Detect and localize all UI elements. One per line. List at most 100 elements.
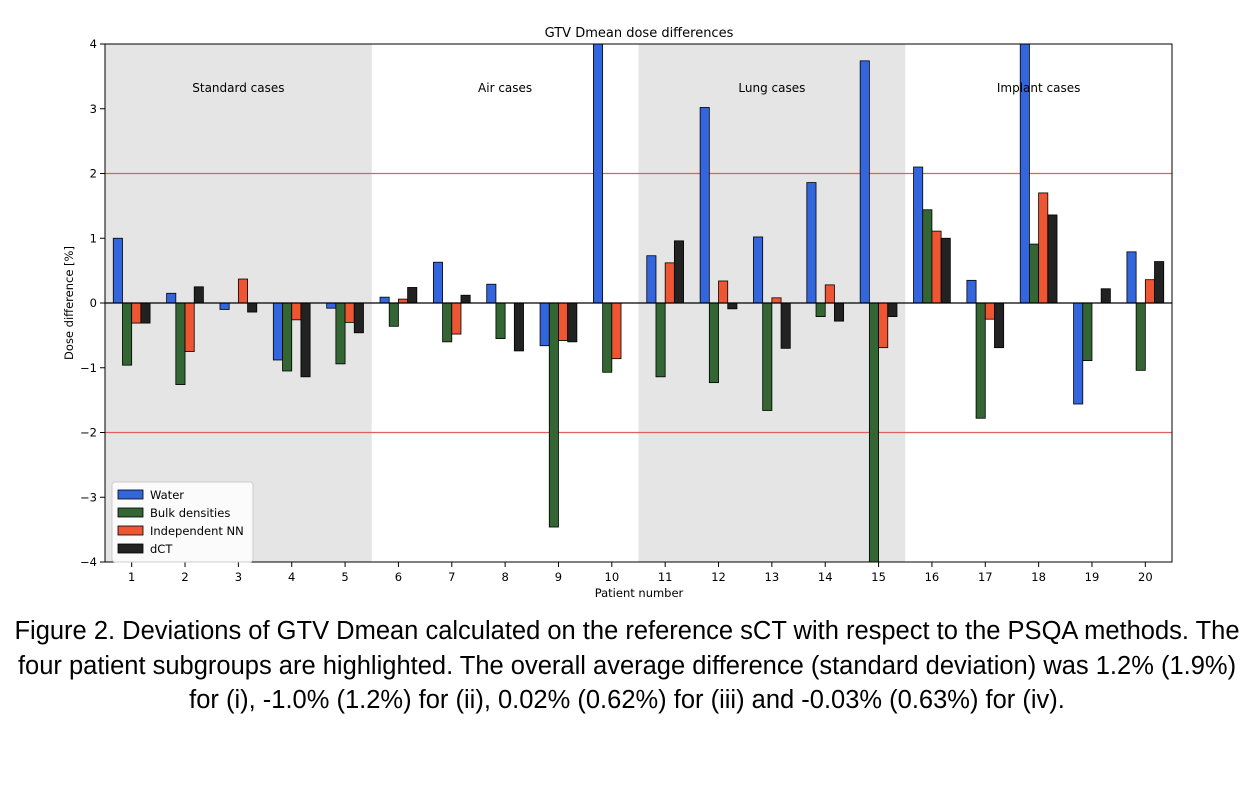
bar-independent-nn-patient-11 — [664, 262, 675, 304]
group-label-3: Lung cases — [738, 81, 805, 95]
x-tick-label: 19 — [1085, 570, 1100, 584]
bars — [112, 43, 1165, 563]
bar-water-patient-3 — [219, 302, 230, 310]
x-tick-label: 11 — [658, 570, 673, 584]
bar-water-patient-8 — [486, 283, 497, 304]
x-tick-label: 8 — [501, 570, 508, 584]
x-tick-label: 10 — [605, 570, 620, 584]
bar-bulk-densities-patient-18 — [1029, 243, 1040, 304]
x-tick-label: 15 — [871, 570, 886, 584]
legend-label-independent-nn: Independent NN — [150, 524, 244, 538]
bar-independent-nn-patient-13 — [771, 297, 782, 304]
x-tick-label: 5 — [341, 570, 348, 584]
y-axis: −4 −3 −2 −1 0 1 2 3 4 — [80, 37, 105, 569]
bar-dct-patient-2 — [193, 286, 204, 304]
bar-dct-patient-1 — [140, 302, 151, 324]
bar-water-patient-17 — [966, 279, 977, 304]
threshold-lines — [105, 172, 1172, 434]
bar-dct-patient-7 — [460, 294, 471, 304]
bar-bulk-densities-patient-2 — [175, 302, 186, 385]
bar-water-patient-10 — [593, 43, 604, 304]
x-tick-label: 13 — [765, 570, 780, 584]
bar-bulk-densities-patient-5 — [335, 302, 346, 365]
bar-dct-patient-17 — [994, 302, 1005, 349]
bar-independent-nn-patient-15 — [878, 302, 889, 349]
bar-bulk-densities-patient-14 — [815, 302, 826, 317]
y-tick-label: 2 — [90, 167, 97, 181]
bar-dct-patient-14 — [834, 302, 845, 322]
bar-water-patient-9 — [539, 302, 550, 347]
bar-chart: Standard cases Air cases Lung cases Implant… — [62, 26, 1173, 600]
bar-bulk-densities-patient-4 — [282, 302, 293, 372]
y-tick-label: 1 — [90, 231, 97, 245]
legend-swatch-bulk-densities — [117, 507, 144, 518]
x-axis-label: Patient number — [595, 586, 684, 600]
y-tick-label: −4 — [80, 555, 97, 569]
bar-dct-patient-6 — [407, 287, 418, 304]
x-tick-label: 16 — [925, 570, 940, 584]
bar-bulk-densities-patient-11 — [655, 302, 666, 378]
bar-bulk-densities-patient-6 — [388, 302, 399, 327]
x-tick-label: 3 — [235, 570, 242, 584]
bar-water-patient-13 — [753, 236, 764, 304]
x-tick-label: 20 — [1138, 570, 1153, 584]
bar-dct-patient-9 — [567, 302, 578, 343]
bar-water-patient-4 — [272, 302, 283, 361]
bar-dct-patient-16 — [940, 237, 951, 304]
bar-independent-nn-patient-3 — [237, 278, 248, 304]
bar-bulk-densities-patient-12 — [708, 302, 719, 384]
legend-swatch-independent-nn — [117, 525, 144, 536]
bar-dct-patient-20 — [1154, 261, 1165, 304]
x-tick-label: 17 — [978, 570, 993, 584]
group-label-2: Air cases — [478, 81, 532, 95]
bar-bulk-densities-patient-15 — [868, 302, 879, 563]
bar-independent-nn-patient-16 — [931, 230, 942, 304]
bar-independent-nn-patient-18 — [1038, 192, 1049, 304]
group-label-1: Standard cases — [192, 81, 284, 95]
x-tick-label: 2 — [181, 570, 188, 584]
bar-bulk-densities-patient-19 — [1082, 302, 1093, 362]
y-tick-label: −3 — [80, 490, 97, 504]
bar-independent-nn-patient-10 — [611, 302, 622, 360]
y-tick-label: 3 — [90, 102, 97, 116]
x-axis: 1 2 3 4 5 6 7 8 9 10 11 12 13 14 15 16 17 18 19 20 — [128, 562, 1153, 584]
bar-water-patient-6 — [379, 296, 390, 304]
bar-dct-patient-4 — [300, 302, 311, 378]
x-tick-label: 4 — [288, 570, 295, 584]
bar-independent-nn-patient-12 — [718, 280, 729, 304]
legend-box — [111, 481, 254, 563]
bar-independent-nn-patient-2 — [184, 302, 195, 352]
group-labels: Standard cases Air cases Lung cases Implant… — [192, 81, 1080, 95]
bar-water-patient-1 — [112, 237, 123, 304]
legend: Water Bulk densities Independent NN dCT — [111, 481, 254, 563]
legend-label-bulk-densities: Bulk densities — [150, 506, 230, 520]
y-tick-label: 0 — [90, 296, 97, 310]
bar-independent-nn-patient-9 — [558, 302, 569, 341]
bar-independent-nn-patient-7 — [451, 302, 462, 335]
y-tick-label: −1 — [80, 361, 97, 375]
y-tick-label: 4 — [90, 37, 97, 51]
bar-bulk-densities-patient-13 — [762, 302, 773, 411]
bar-water-patient-7 — [432, 261, 443, 304]
bar-independent-nn-patient-17 — [984, 302, 995, 320]
group-label-4: Implant cases — [997, 81, 1081, 95]
x-tick-label: 18 — [1031, 570, 1046, 584]
bar-dct-patient-8 — [513, 302, 524, 352]
x-tick-label: 7 — [448, 570, 455, 584]
bar-water-patient-20 — [1126, 251, 1137, 304]
bar-bulk-densities-patient-1 — [122, 302, 133, 366]
bar-bulk-densities-patient-16 — [922, 209, 933, 304]
bar-dct-patient-15 — [887, 302, 898, 317]
bar-dct-patient-19 — [1100, 288, 1111, 304]
bar-dct-patient-5 — [353, 302, 364, 334]
bar-bulk-densities-patient-17 — [975, 302, 986, 419]
bar-water-patient-2 — [166, 292, 177, 304]
legend-swatch-water — [117, 489, 144, 500]
bar-independent-nn-patient-14 — [824, 284, 835, 304]
bar-water-patient-12 — [699, 107, 710, 304]
legend-label-dct: dCT — [150, 542, 173, 556]
x-tick-label: 9 — [555, 570, 562, 584]
bar-water-patient-14 — [806, 182, 817, 304]
chart-title: GTV Dmean dose differences — [545, 26, 734, 41]
bar-bulk-densities-patient-8 — [495, 302, 506, 340]
